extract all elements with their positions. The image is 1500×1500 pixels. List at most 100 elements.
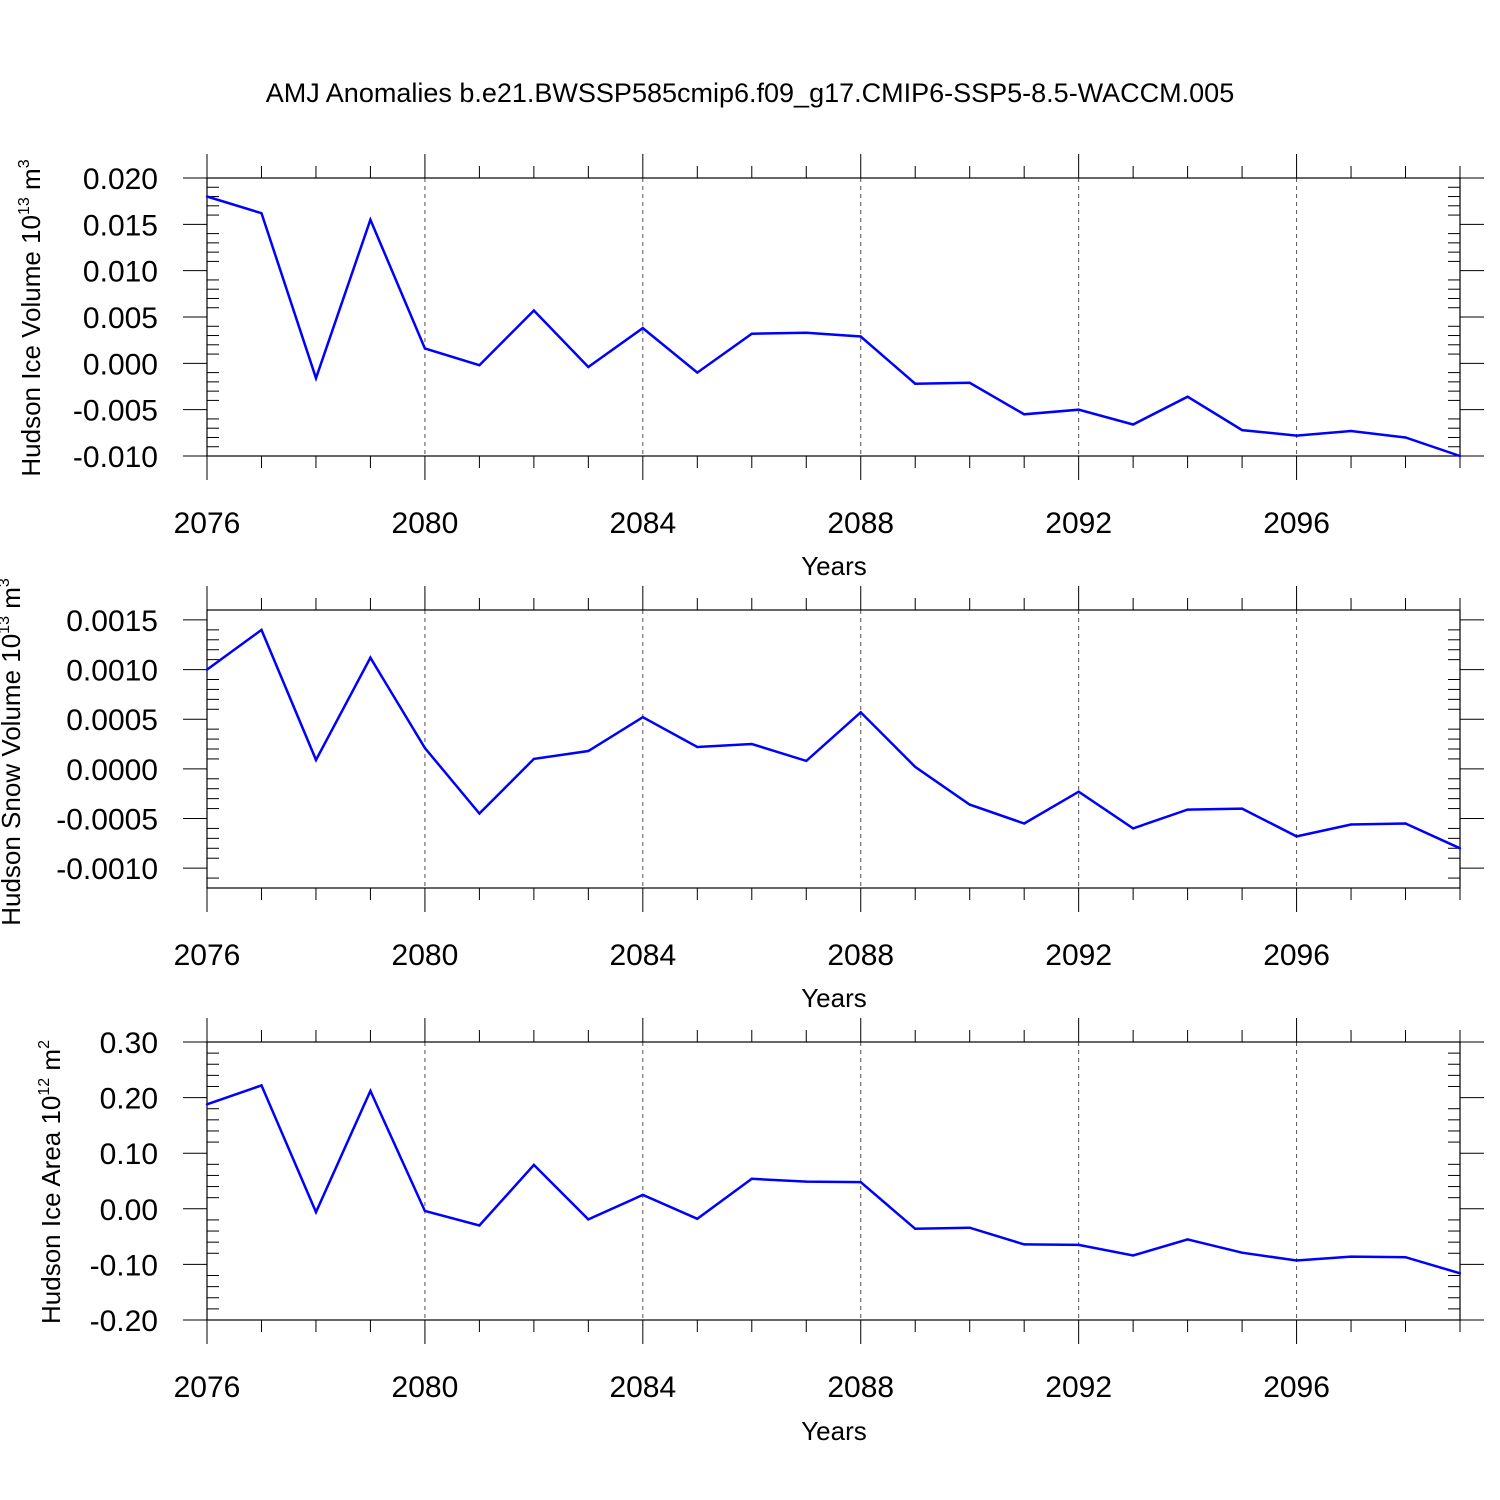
x-tick-label: 2096 [1263, 1371, 1330, 1404]
data-point [968, 1226, 971, 1229]
data-point [1240, 1251, 1244, 1254]
x-tick-label: 2076 [174, 1371, 241, 1404]
data-point [369, 656, 372, 659]
x-tick-label: 2088 [827, 507, 894, 540]
x-tick-label: 2088 [827, 939, 894, 972]
data-point [641, 1193, 645, 1197]
data-point [260, 212, 263, 215]
data-point [696, 371, 699, 374]
y-tick-label: 0.0015 [66, 605, 158, 638]
x-tick-label: 2080 [392, 1371, 459, 1404]
x-tick-label: 2076 [174, 939, 241, 972]
x-axis-label: Years [801, 1416, 867, 1446]
x-tick-label: 2084 [609, 939, 676, 972]
y-tick-label: -0.0005 [56, 804, 158, 837]
data-point [968, 803, 971, 806]
data-point [914, 765, 917, 769]
y-tick-label: 0.20 [100, 1083, 158, 1116]
data-point [532, 309, 536, 312]
data-point [696, 745, 699, 749]
data-point [369, 1089, 372, 1093]
y-axis-label: Hudson Ice Volume 1013 m3 [16, 159, 46, 476]
x-tick-label: 2076 [174, 507, 241, 540]
x-tick-label: 2084 [609, 507, 676, 540]
data-point [1349, 429, 1353, 433]
data-point [314, 376, 318, 380]
y-tick-label: -0.0010 [56, 853, 158, 886]
data-point [1077, 790, 1080, 793]
x-tick-label: 2092 [1045, 1371, 1112, 1404]
y-tick-label: 0.005 [83, 302, 158, 335]
data-point [968, 381, 971, 384]
data-point [859, 335, 862, 338]
data-point [914, 1227, 917, 1231]
x-tick-label: 2088 [827, 1371, 894, 1404]
data-point [423, 347, 427, 350]
data-point [369, 218, 372, 221]
y-tick-label: 0.0010 [66, 655, 158, 688]
series-line [206, 627, 1461, 850]
x-tick-label: 2084 [609, 1371, 676, 1404]
data-point [1458, 454, 1462, 458]
data-point [260, 1084, 263, 1087]
data-point [1295, 1259, 1298, 1262]
data-point [914, 382, 917, 385]
y-tick-label: 0.000 [83, 348, 158, 381]
data-point [1240, 807, 1244, 810]
data-point [1186, 395, 1189, 398]
data-point [1186, 1238, 1189, 1241]
data-point [205, 1103, 209, 1106]
x-tick-label: 2096 [1263, 939, 1330, 972]
data-point [205, 668, 209, 671]
data-point [314, 1210, 318, 1214]
data-point [1022, 1243, 1026, 1246]
series-line [206, 1083, 1461, 1275]
series-line [206, 195, 1461, 458]
data-point [532, 757, 536, 761]
data-point [1131, 423, 1135, 426]
data-point [859, 1180, 862, 1184]
page-title: AMJ Anomalies b.e21.BWSSP585cmip6.f09_g1… [265, 78, 1235, 108]
y-tick-label: 0.00 [100, 1194, 158, 1227]
data-point [587, 1218, 590, 1221]
y-axis-label: Hudson Snow Volume 1013 m3 [0, 578, 26, 926]
data-point [696, 1217, 699, 1221]
data-point [478, 363, 481, 367]
data-point [750, 332, 753, 335]
data-point [1404, 822, 1407, 825]
y-tick-label: -0.20 [90, 1305, 158, 1338]
data-point [1022, 822, 1026, 825]
plot-frame [206, 609, 1461, 889]
x-tick-label: 2080 [392, 507, 459, 540]
y-tick-label: -0.005 [73, 395, 158, 428]
data-point [1404, 1255, 1407, 1259]
data-point [859, 711, 862, 714]
y-tick-label: 0.10 [100, 1138, 158, 1171]
data-point [423, 1209, 427, 1213]
data-point [750, 742, 753, 746]
data-point [1131, 1254, 1135, 1257]
data-point [1349, 1255, 1353, 1258]
data-point [805, 1180, 808, 1183]
data-point [587, 749, 590, 753]
y-tick-label: 0.30 [100, 1027, 158, 1060]
data-point [1295, 835, 1298, 838]
data-point [1186, 808, 1189, 811]
data-point [205, 195, 209, 198]
data-point [1458, 847, 1462, 850]
data-point [314, 758, 318, 762]
data-point [641, 716, 645, 719]
data-point [478, 1224, 481, 1227]
data-point [1458, 1272, 1462, 1275]
data-point [1077, 1243, 1080, 1247]
data-point [1404, 436, 1407, 439]
y-tick-label: 0.0005 [66, 704, 158, 737]
y-tick-label: -0.10 [90, 1249, 158, 1282]
data-point [1077, 408, 1080, 411]
data-point [423, 746, 427, 750]
x-axis-label: Years [801, 983, 867, 1013]
data-point [1349, 823, 1353, 826]
data-point [805, 759, 808, 763]
data-point [260, 628, 263, 632]
